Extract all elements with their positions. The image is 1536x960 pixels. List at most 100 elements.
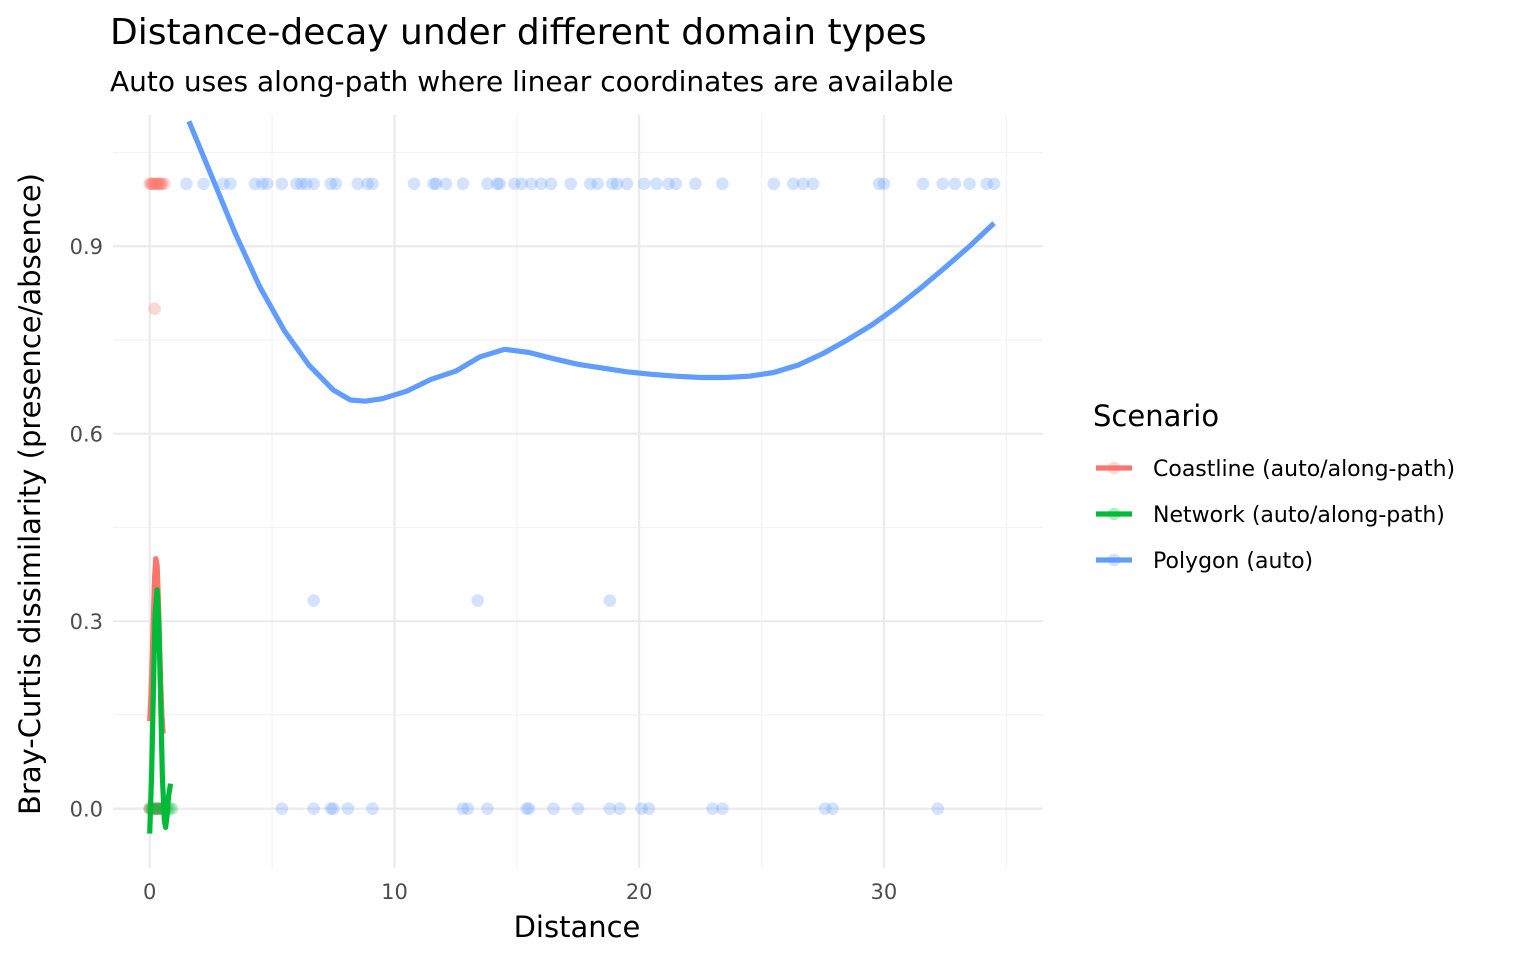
data-point (872, 177, 886, 191)
data-point (150, 802, 164, 815)
y-tick-label: 0.0 (70, 798, 103, 822)
data-point (324, 802, 338, 815)
data-point (493, 177, 506, 191)
data-point (826, 802, 839, 815)
legend-key-point (1107, 461, 1121, 475)
data-point (948, 177, 962, 191)
data-point (481, 177, 494, 191)
data-point (224, 177, 237, 191)
data-point (260, 177, 274, 191)
data-point (605, 177, 619, 191)
data-point (963, 177, 976, 191)
data-point (508, 177, 521, 191)
smooth-line (147, 587, 174, 834)
data-point (143, 177, 157, 191)
data-point (197, 177, 210, 191)
legend-key-point (1107, 507, 1121, 521)
data-point (307, 594, 320, 607)
data-point (591, 177, 604, 191)
data-point (407, 177, 421, 191)
data-point (150, 802, 164, 815)
data-point (144, 177, 158, 191)
data-point (544, 177, 558, 191)
legend: Scenario Coastline (auto/along-path) Netw… (1093, 399, 1455, 574)
data-point (767, 177, 781, 191)
data-point (216, 177, 230, 191)
data-point (980, 177, 994, 191)
data-point (916, 177, 930, 191)
data-point (610, 177, 624, 191)
grid (113, 115, 1043, 868)
data-point (520, 802, 533, 815)
data-point (151, 177, 165, 191)
data-point (620, 177, 634, 191)
smooth-line (186, 120, 996, 404)
data-point (326, 802, 340, 815)
data-point (547, 802, 560, 815)
data-point (716, 802, 729, 815)
data-point (255, 177, 269, 191)
data-point (155, 177, 169, 191)
data-point (613, 802, 626, 815)
data-point (149, 177, 163, 191)
data-point (275, 177, 289, 191)
data-point (145, 177, 159, 191)
data-point (456, 177, 470, 191)
data-point (307, 177, 320, 191)
data-point (806, 177, 820, 191)
data-point (515, 177, 529, 191)
data-point (796, 177, 810, 191)
y-tick-label: 0.6 (70, 423, 103, 447)
data-point (603, 594, 617, 607)
data-point (329, 177, 343, 191)
data-point (300, 177, 313, 191)
legend-key-point (1107, 553, 1121, 567)
data-point (936, 177, 949, 191)
y-axis-title: Bray-Curtis dissimilarity (presence/abse… (13, 173, 47, 815)
data-point (818, 802, 832, 815)
data-point (148, 177, 161, 191)
y-tick-label: 0.3 (70, 610, 103, 634)
data-point (366, 802, 379, 815)
data-point (650, 177, 663, 191)
data-point (154, 177, 168, 191)
data-point (689, 177, 702, 191)
data-point (603, 802, 617, 815)
legend-label: Polygon (auto) (1153, 549, 1313, 574)
data-point (180, 177, 193, 191)
data-point (522, 802, 536, 815)
data-point (525, 177, 538, 191)
x-tick-label: 0 (143, 880, 156, 904)
data-point (642, 802, 656, 815)
data-point (662, 177, 675, 191)
data-point (153, 177, 166, 191)
data-point (147, 177, 160, 191)
data-point (635, 802, 648, 815)
data-point (877, 177, 891, 191)
data-point (987, 177, 1001, 191)
x-tick-label: 10 (381, 880, 408, 904)
data-point (290, 177, 303, 191)
x-tick-label: 20 (626, 880, 653, 904)
data-point (456, 802, 470, 815)
data-point (366, 177, 379, 191)
data-point (669, 177, 683, 191)
data-point (150, 177, 164, 191)
data-point (148, 302, 161, 316)
data-point (564, 177, 577, 191)
data-point (534, 177, 548, 191)
data-point (351, 177, 365, 191)
data-point (307, 802, 320, 815)
y-tick-label: 0.9 (70, 235, 103, 259)
data-point (481, 802, 494, 815)
data-point (706, 802, 719, 815)
legend-label: Coastline (auto/along-path) (1153, 457, 1455, 482)
data-point (429, 177, 443, 191)
chart-title: Distance-decay under different domain ty… (110, 12, 927, 53)
data-point (158, 177, 171, 191)
chart-subtitle: Auto uses along-path where linear coordi… (110, 65, 954, 98)
x-tick-label: 30 (871, 880, 898, 904)
axis-ticks: 0 10 20 30 0.0 0.3 0.6 0.9 (70, 235, 898, 904)
data-point (275, 802, 289, 815)
